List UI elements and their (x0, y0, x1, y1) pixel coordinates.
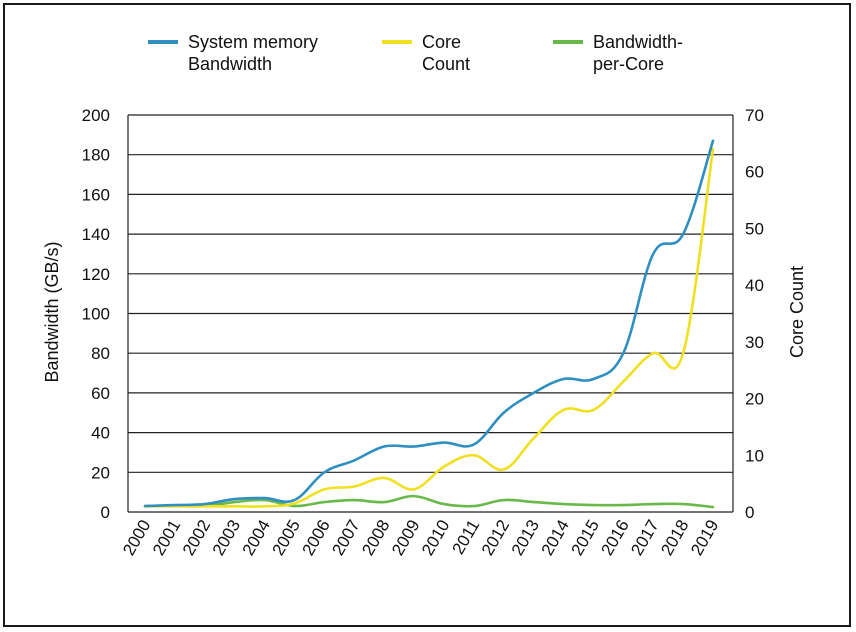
x-tick-label: 2014 (538, 517, 573, 559)
x-tick-label: 2013 (508, 517, 543, 559)
y-left-tick-label: 80 (91, 344, 110, 363)
y-right-tick-label: 20 (745, 390, 764, 409)
x-tick-label: 2005 (269, 517, 304, 559)
legend-label: Bandwidth (188, 54, 272, 74)
y-right-tick-label: 30 (745, 333, 764, 352)
legend-label: Count (422, 54, 470, 74)
y-left-tick-label: 40 (91, 424, 110, 443)
y-right-tick-label: 50 (745, 219, 764, 238)
legend-label: System memory (188, 32, 318, 52)
legend-label: per-Core (593, 54, 664, 74)
y-left-tick-label: 0 (101, 503, 110, 522)
x-tick-label: 2012 (478, 517, 513, 559)
x-tick-label: 2002 (179, 517, 214, 559)
series-lines (143, 139, 715, 509)
y-left-tick-label: 60 (91, 384, 110, 403)
series-line (143, 139, 715, 508)
x-tick-label: 2007 (328, 517, 363, 559)
axes: 0204060801001201401601802000102030405060… (82, 106, 764, 559)
gridlines (128, 114, 733, 513)
y-left-tick-label: 20 (91, 463, 110, 482)
x-tick-label: 2008 (358, 517, 393, 559)
x-tick-label: 2009 (388, 517, 423, 559)
x-tick-label: 2019 (687, 517, 722, 559)
y-left-tick-label: 200 (82, 106, 110, 125)
y-left-tick-label: 180 (82, 146, 110, 165)
y-right-tick-label: 40 (745, 276, 764, 295)
x-tick-label: 2016 (597, 517, 632, 559)
x-tick-label: 2003 (209, 517, 244, 559)
legend-label: Core (422, 32, 461, 52)
legend-label: Bandwidth- (593, 32, 683, 52)
x-tick-label: 2015 (568, 517, 603, 559)
y-right-tick-label: 10 (745, 446, 764, 465)
y-left-tick-label: 120 (82, 265, 110, 284)
x-tick-label: 2000 (119, 517, 154, 559)
series-line (143, 494, 715, 509)
chart-frame (3, 3, 851, 627)
x-tick-label: 2001 (149, 517, 184, 559)
x-tick-label: 2017 (627, 517, 662, 559)
x-tick-label: 2018 (657, 517, 692, 559)
y-left-tick-label: 160 (82, 185, 110, 204)
y-axis-left-title: Bandwidth (GB/s) (42, 241, 62, 382)
y-left-tick-label: 140 (82, 225, 110, 244)
y-right-tick-label: 70 (745, 106, 764, 125)
x-tick-label: 2010 (418, 517, 453, 559)
y-right-tick-label: 0 (745, 503, 754, 522)
y-left-tick-label: 100 (82, 305, 110, 324)
y-right-tick-label: 60 (745, 163, 764, 182)
x-tick-label: 2011 (449, 517, 484, 558)
x-tick-label: 2006 (298, 517, 333, 559)
y-axis-right-title: Core Count (787, 266, 807, 358)
x-tick-label: 2004 (239, 517, 274, 559)
series-line (143, 147, 715, 508)
